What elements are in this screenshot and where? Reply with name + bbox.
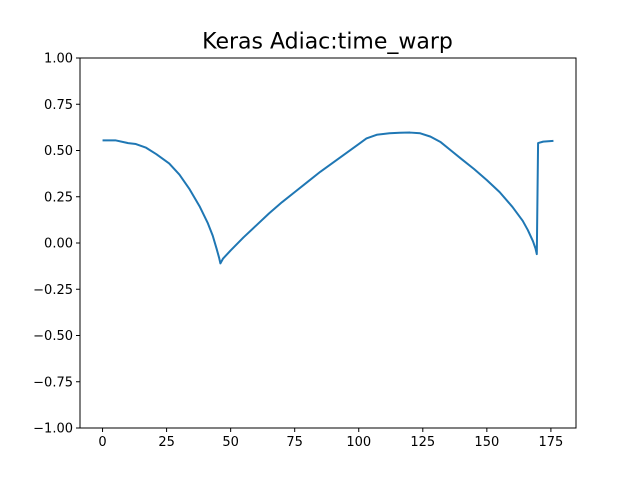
x-tick-label: 125 — [410, 435, 435, 450]
x-tick-label: 25 — [158, 435, 175, 450]
x-tick-label: 150 — [474, 435, 499, 450]
series-line — [102, 131, 554, 265]
x-tick-label: 175 — [538, 435, 563, 450]
x-axis-ticks: 0 25 50 75 100 125 150 175 — [98, 428, 563, 450]
y-tick-label: −0.50 — [33, 329, 73, 344]
chart-title: Keras Adiac:time_warp — [202, 30, 453, 55]
y-tick-label: −0.25 — [33, 283, 73, 298]
y-tick-label: 1.00 — [44, 52, 73, 67]
y-tick-label: 0.00 — [44, 237, 73, 252]
y-tick-label: −1.00 — [33, 422, 73, 437]
x-tick-label: 100 — [346, 435, 371, 450]
series-layer — [102, 131, 554, 265]
y-tick-label: 0.25 — [44, 190, 73, 205]
y-tick-label: −0.75 — [33, 375, 73, 390]
x-tick-label: 50 — [222, 435, 239, 450]
y-tick-label: 0.75 — [44, 98, 73, 113]
y-tick-label: 0.50 — [44, 144, 73, 159]
y-axis-ticks: −1.00 −0.75 −0.50 −0.25 0.00 0.25 0.50 0.75 1.00 — [33, 52, 80, 437]
plot-area-frame — [79, 57, 577, 429]
x-tick-label: 75 — [286, 435, 303, 450]
x-tick-label: 0 — [98, 435, 106, 450]
